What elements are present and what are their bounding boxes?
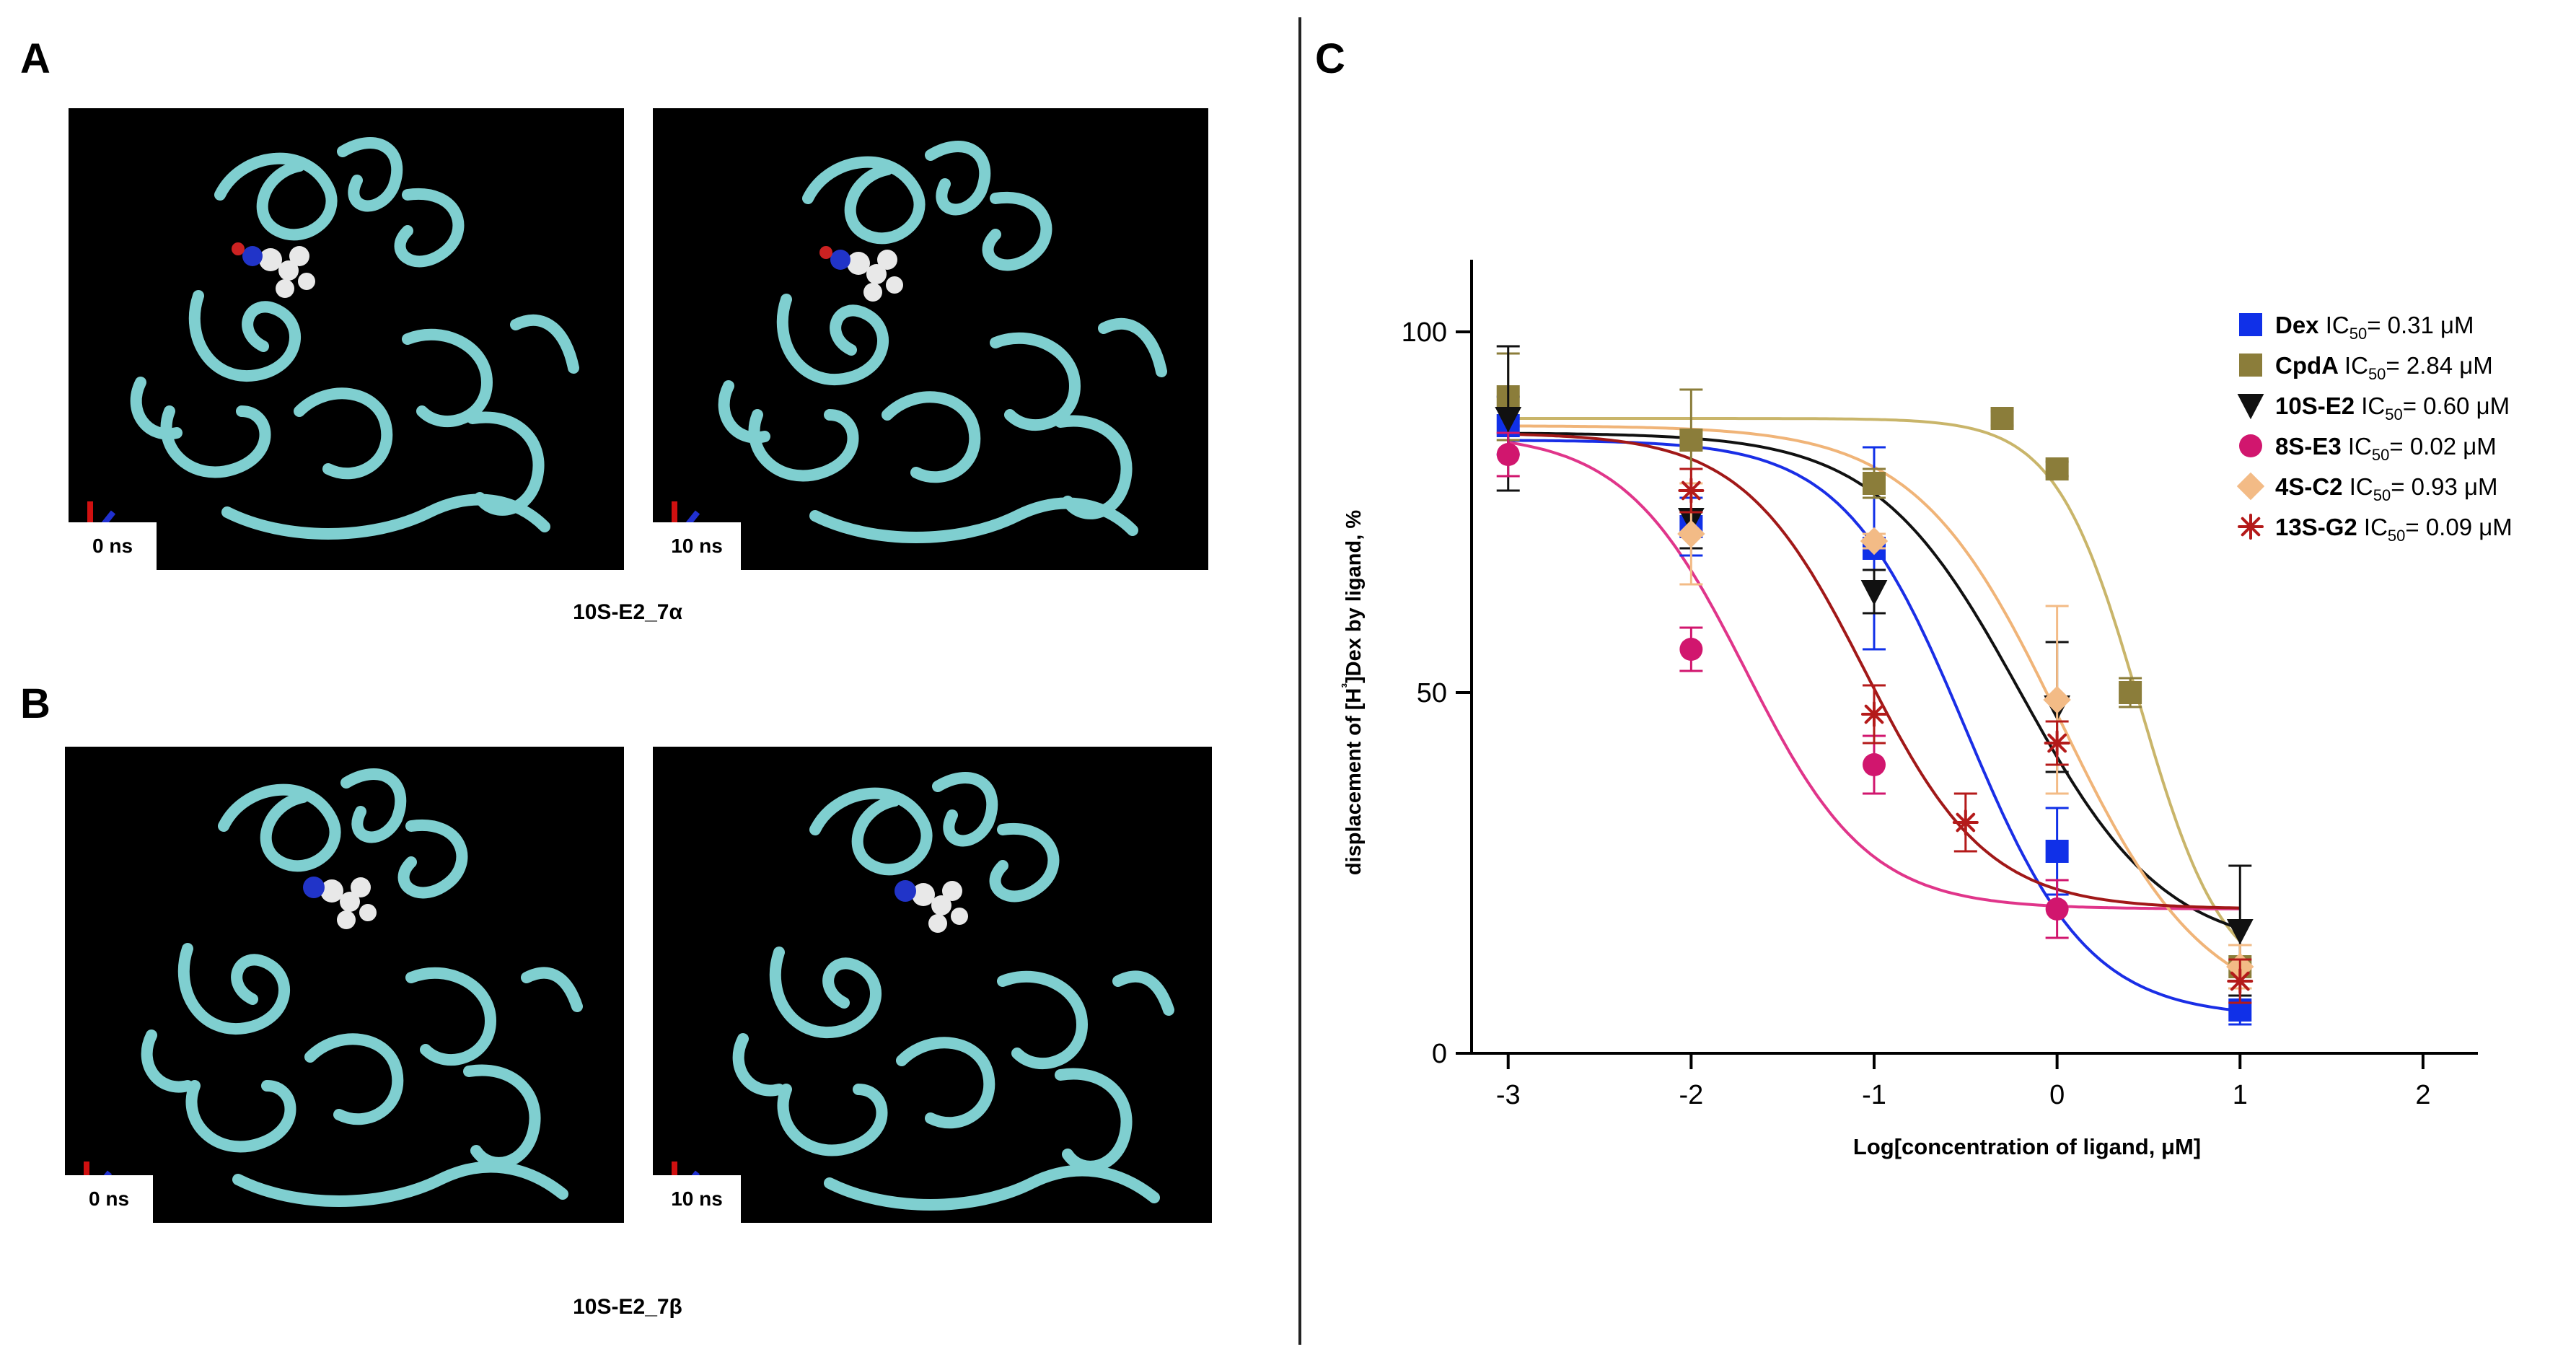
dose-response-chart: -3 -2 -1 0 1 2 0 50 100 Dex IC50= 0.31 μM CpdA IC… — [1340, 260, 2513, 1159]
panel-b-frame-0: 0 ns — [65, 747, 624, 1223]
protein-ribbon-image — [87, 137, 579, 544]
marker — [2119, 681, 2142, 704]
data-point-8S-E3 — [1496, 431, 1520, 478]
marker — [1861, 701, 1887, 727]
marker — [2044, 730, 2070, 756]
data-point-13S-G2 — [1678, 467, 1705, 514]
marker — [1860, 580, 1888, 606]
x-tick-label: -3 — [1496, 1080, 1521, 1110]
x-tick-label: -1 — [1862, 1080, 1886, 1110]
time-label: 10 ns — [653, 1175, 741, 1223]
legend-label-CpdA: CpdA IC50= 2.84 μM — [2275, 352, 2493, 383]
y-axis-label: displacement of [H³]Dex by ligand, % — [1340, 510, 1366, 875]
legend-marker-CpdA — [2239, 354, 2262, 377]
data-point-13S-G2 — [1861, 684, 1887, 745]
legend-label-8S-E3: 8S-E3 IC50= 0.02 μM — [2275, 433, 2497, 464]
panel-b-caption: 10S-E2_7β — [573, 1295, 682, 1319]
asterisk-stroke — [2241, 517, 2261, 537]
asterisk-stroke — [1682, 480, 1701, 501]
legend-marker-4S-C2 — [2236, 472, 2265, 501]
fit-curve-8S-E3 — [1508, 441, 2241, 910]
legend-label-13S-G2: 13S-G2 IC50= 0.09 μM — [2275, 514, 2513, 545]
protein-ribbon-image — [84, 768, 583, 1207]
panel-a-frame-0: 0 ns — [69, 108, 624, 570]
legend-marker-8S-E3 — [2239, 434, 2262, 457]
marker — [2045, 457, 2069, 480]
asterisk-stroke — [2230, 971, 2250, 991]
x-tick-label: 0 — [2049, 1080, 2065, 1110]
data-point-4S-C2 — [1860, 527, 1889, 556]
y-tick-label: 0 — [1432, 1039, 1447, 1069]
panel-c-letter: C — [1315, 35, 1345, 82]
data-points — [1495, 345, 2254, 1026]
legend-label-Dex: Dex IC50= 0.31 μM — [2275, 312, 2474, 343]
data-point-CpdA — [2119, 677, 2142, 708]
data-point-8S-E3 — [1679, 626, 1703, 672]
x-axis-label: Log[concentration of ligand, μM] — [1853, 1134, 2201, 1159]
marker — [1678, 478, 1705, 504]
panel-b-frame-10: 10 ns — [653, 747, 1212, 1223]
marker — [2227, 968, 2254, 994]
marker — [2043, 685, 2071, 714]
x-tick-label: 2 — [2415, 1080, 2430, 1110]
panel-a-letter: A — [20, 35, 50, 82]
data-point-13S-G2 — [1952, 792, 1979, 853]
legend-marker-10S-E2 — [2237, 394, 2264, 420]
time-label: 0 ns — [65, 1175, 153, 1223]
marker — [2045, 840, 2069, 863]
x-tick-label: -2 — [1679, 1080, 1703, 1110]
data-point-CpdA — [1990, 407, 2014, 430]
time-label: 10 ns — [653, 522, 741, 570]
marker — [2226, 919, 2254, 945]
data-point-10S-E2 — [1860, 568, 1888, 615]
legend-marker-Dex — [2239, 313, 2262, 336]
asterisk-stroke — [1956, 812, 1976, 833]
panel-divider — [1298, 17, 1301, 1345]
marker — [1863, 472, 1886, 495]
marker — [1677, 519, 1705, 548]
marker — [1679, 638, 1703, 661]
asterisk-stroke — [1864, 704, 1884, 724]
x-tick-label: 1 — [2233, 1080, 2248, 1110]
data-point-CpdA — [2045, 457, 2069, 480]
asterisk-stroke — [2047, 733, 2067, 753]
data-point-10S-E2 — [1495, 345, 1522, 492]
panel-a-frame-10: 10 ns — [653, 108, 1208, 570]
time-label: 0 ns — [69, 522, 157, 570]
fit-curve-CpdA — [1508, 417, 2241, 943]
legend-label-10S-E2: 10S-E2 IC50= 0.60 μM — [2275, 392, 2510, 423]
y-tick-label: 50 — [1417, 678, 1447, 708]
protein-ribbon-image — [672, 772, 1174, 1211]
chart-axes: -3 -2 -1 0 1 2 0 50 100 — [1402, 260, 2478, 1110]
marker — [1496, 443, 1520, 466]
marker — [1863, 753, 1886, 776]
marker — [1495, 407, 1522, 433]
protein-ribbon-image — [672, 141, 1167, 544]
data-point-13S-G2 — [2227, 958, 2254, 1004]
data-point-8S-E3 — [1863, 734, 1886, 795]
legend-marker-13S-G2 — [2238, 514, 2264, 540]
marker — [1952, 809, 1979, 835]
data-point-CpdA — [1863, 467, 1886, 499]
y-tick-label: 100 — [1402, 317, 1447, 348]
legend-label-4S-C2: 4S-C2 IC50= 0.93 μM — [2275, 473, 2498, 504]
marker — [1679, 429, 1703, 452]
panel-b-letter: B — [20, 680, 50, 727]
data-point-13S-G2 — [2044, 720, 2070, 766]
marker — [1990, 407, 2014, 430]
panel-a-caption: 10S-E2_7α — [573, 600, 682, 624]
data-point-8S-E3 — [2045, 879, 2069, 939]
marker — [2045, 897, 2069, 921]
chart-legend: Dex IC50= 0.31 μM CpdA IC50= 2.84 μM 10S-E… — [2236, 312, 2513, 545]
